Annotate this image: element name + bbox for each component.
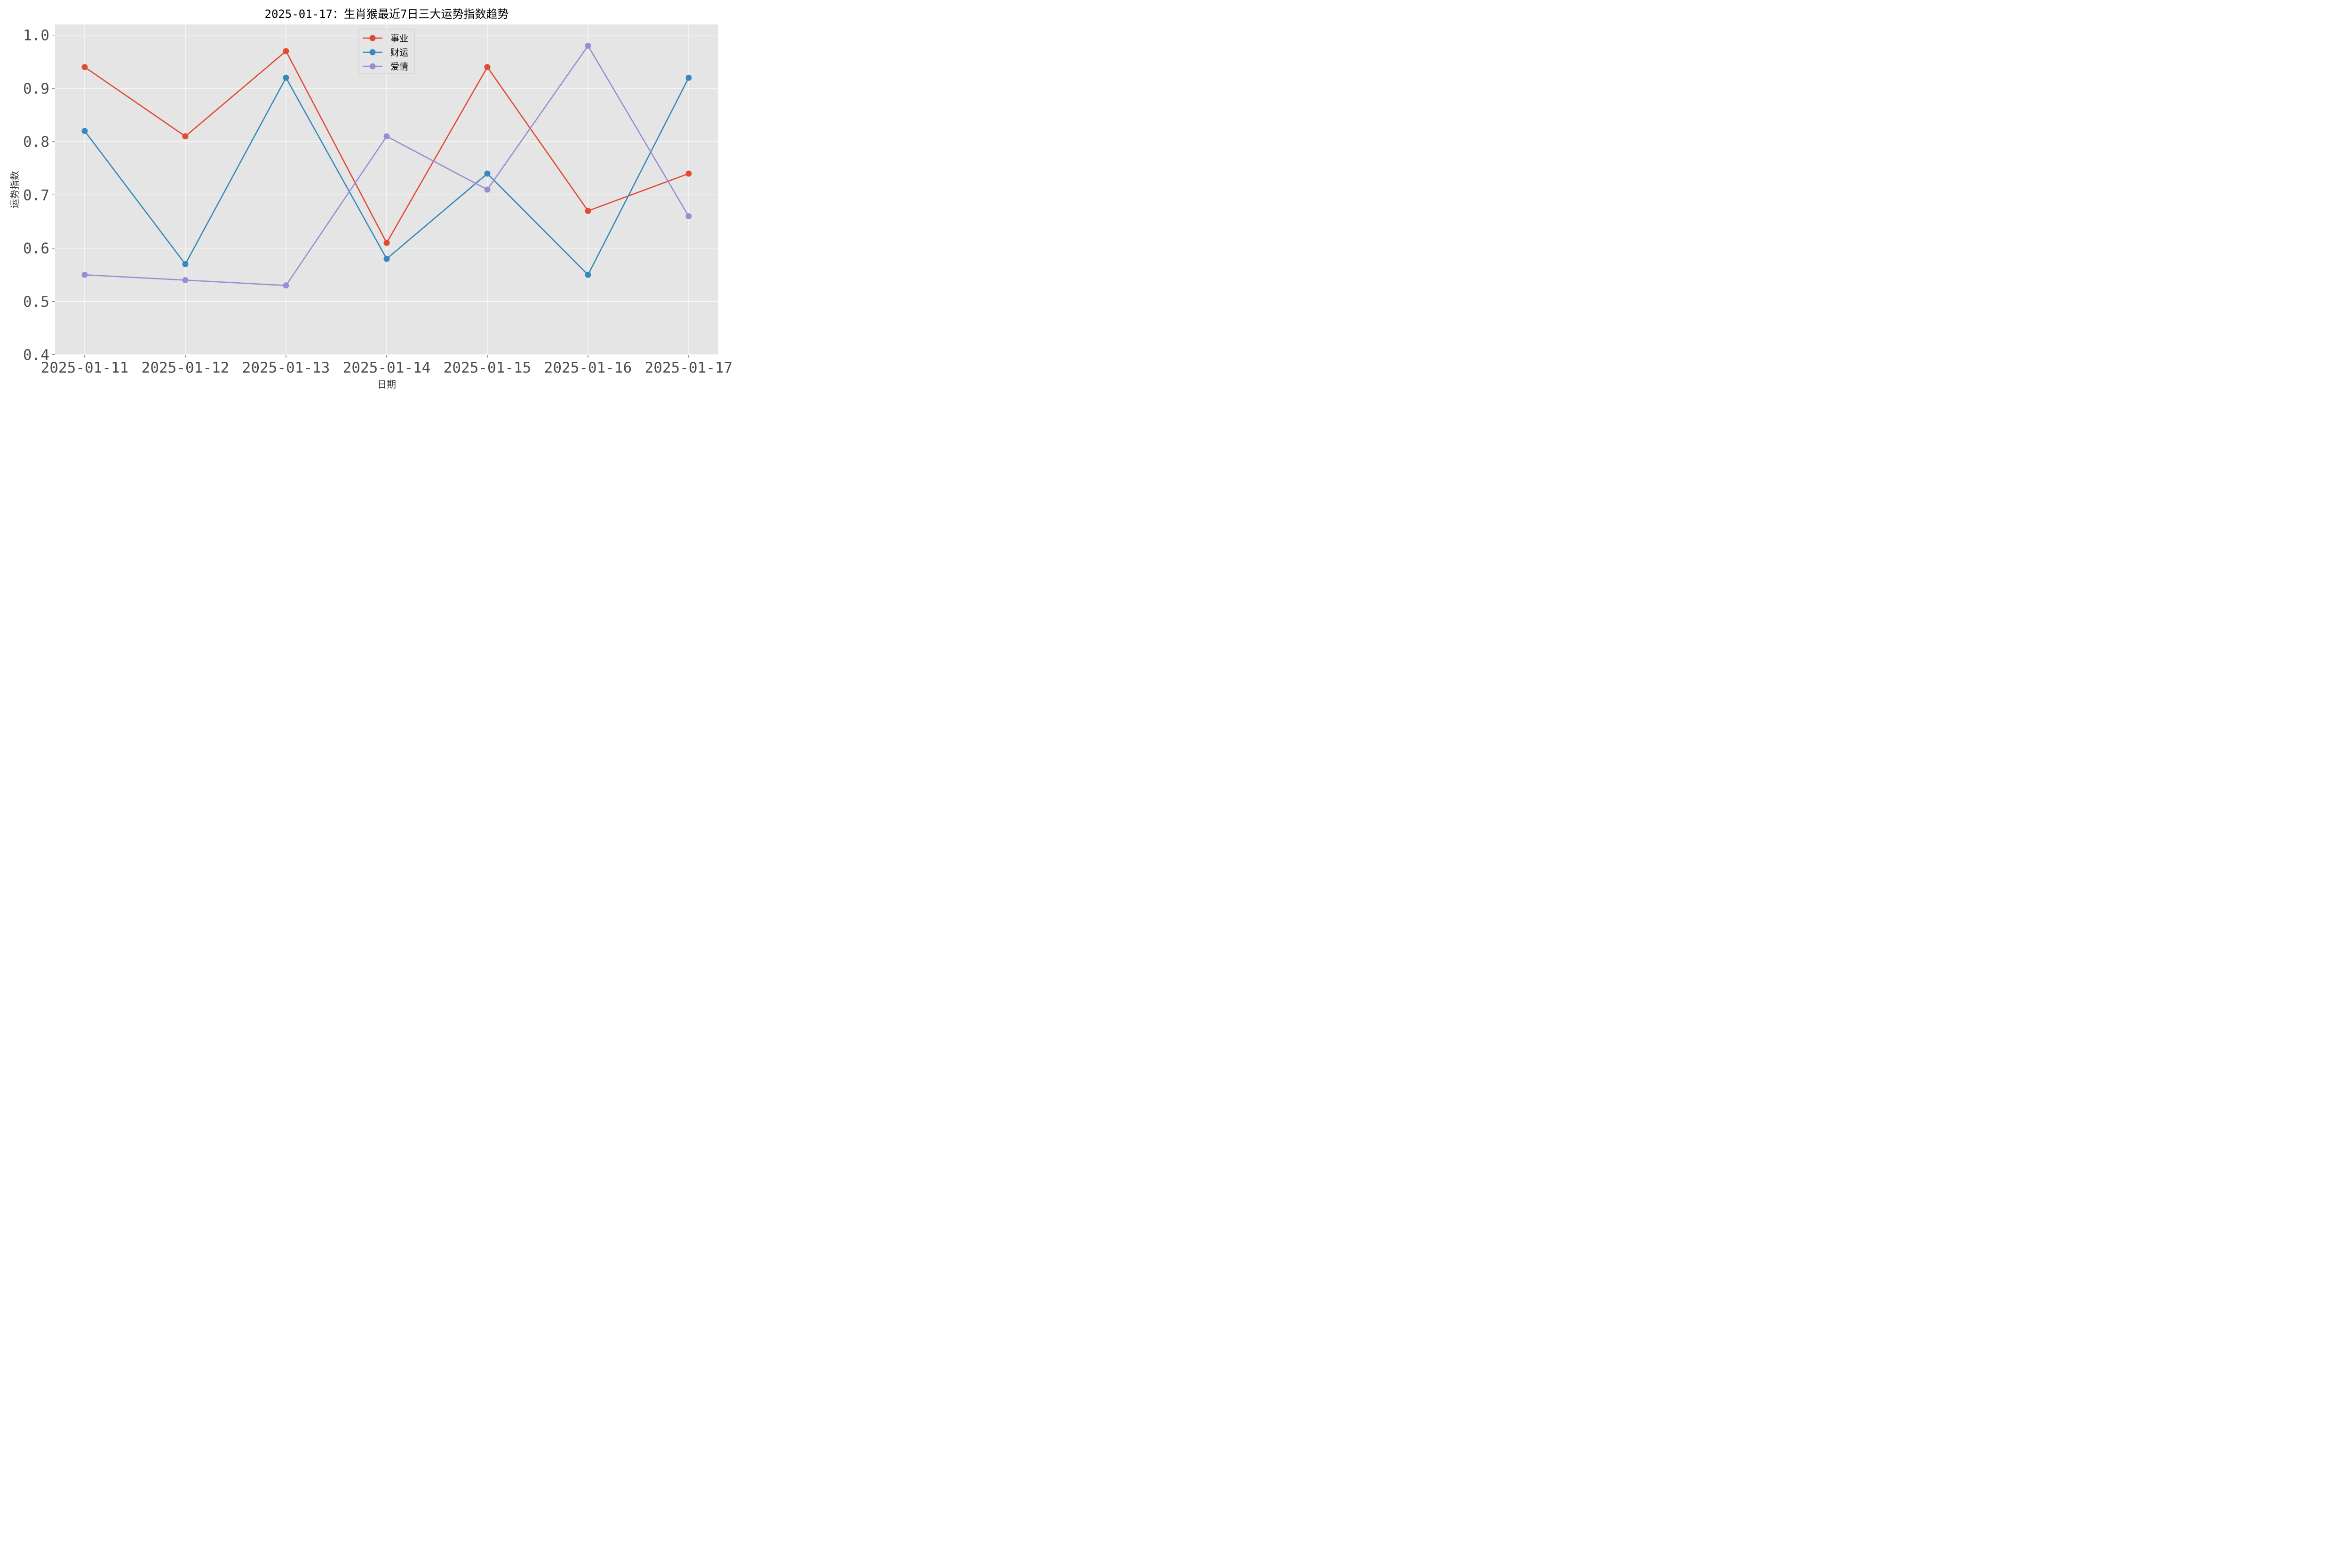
data-point-爱情 [585,42,591,49]
x-axis-ticks: 2025-01-11 2025-01-12 2025-01-13 2025-01-14… [41,355,733,376]
data-point-爱情 [283,282,289,289]
data-point-财运 [81,127,88,134]
data-point-事业 [685,170,692,177]
legend-marker-爱情 [369,63,376,70]
x-tick-label: 2025-01-13 [242,359,330,376]
series-layer [81,42,692,289]
legend-label-财运: 财运 [390,48,408,58]
data-point-财运 [283,74,289,81]
data-point-事业 [283,48,289,55]
data-point-事业 [383,239,390,246]
x-tick-label: 2025-01-12 [142,359,230,376]
data-point-事业 [585,207,591,214]
legend-label-爱情: 爱情 [390,62,408,72]
x-tick-label: 2025-01-16 [544,359,632,376]
data-point-财运 [685,74,692,81]
data-point-财运 [182,261,189,268]
data-point-财运 [484,170,491,177]
y-tick-label: 0.6 [23,240,49,257]
data-point-事业 [484,64,491,71]
chart-title: 2025-01-17：生肖猴最近7日三大运势指数趋势 [265,8,509,21]
data-point-财运 [585,271,591,278]
data-point-事业 [182,133,189,140]
y-tick-label: 0.4 [23,347,49,364]
legend-label-事业: 事业 [390,33,408,44]
y-tick-label: 0.5 [23,294,49,310]
x-tick-label: 2025-01-17 [645,359,733,376]
data-point-爱情 [182,277,189,283]
data-point-财运 [383,255,390,262]
legend-marker-事业 [369,35,376,41]
y-tick-label: 0.7 [23,187,49,204]
y-tick-label: 0.8 [23,134,49,151]
y-tick-label: 0.9 [23,80,49,97]
line-chart: 2025-01-11 2025-01-12 2025-01-13 2025-01-14… [9,8,733,390]
data-point-爱情 [81,271,88,278]
x-tick-label: 2025-01-14 [343,359,431,376]
data-point-事业 [81,64,88,71]
x-tick-label: 2025-01-15 [444,359,532,376]
legend-marker-财运 [369,49,376,56]
data-point-爱情 [383,133,390,140]
y-tick-label: 1.0 [23,27,49,44]
y-axis-ticks: 0.4 0.5 0.6 0.7 0.8 0.9 1.0 [23,27,55,364]
data-point-爱情 [484,186,491,193]
data-point-爱情 [685,213,692,220]
y-axis-label: 运势指数 [9,171,20,208]
x-axis-label: 日期 [377,379,396,390]
x-tick-label: 2025-01-11 [41,359,129,376]
